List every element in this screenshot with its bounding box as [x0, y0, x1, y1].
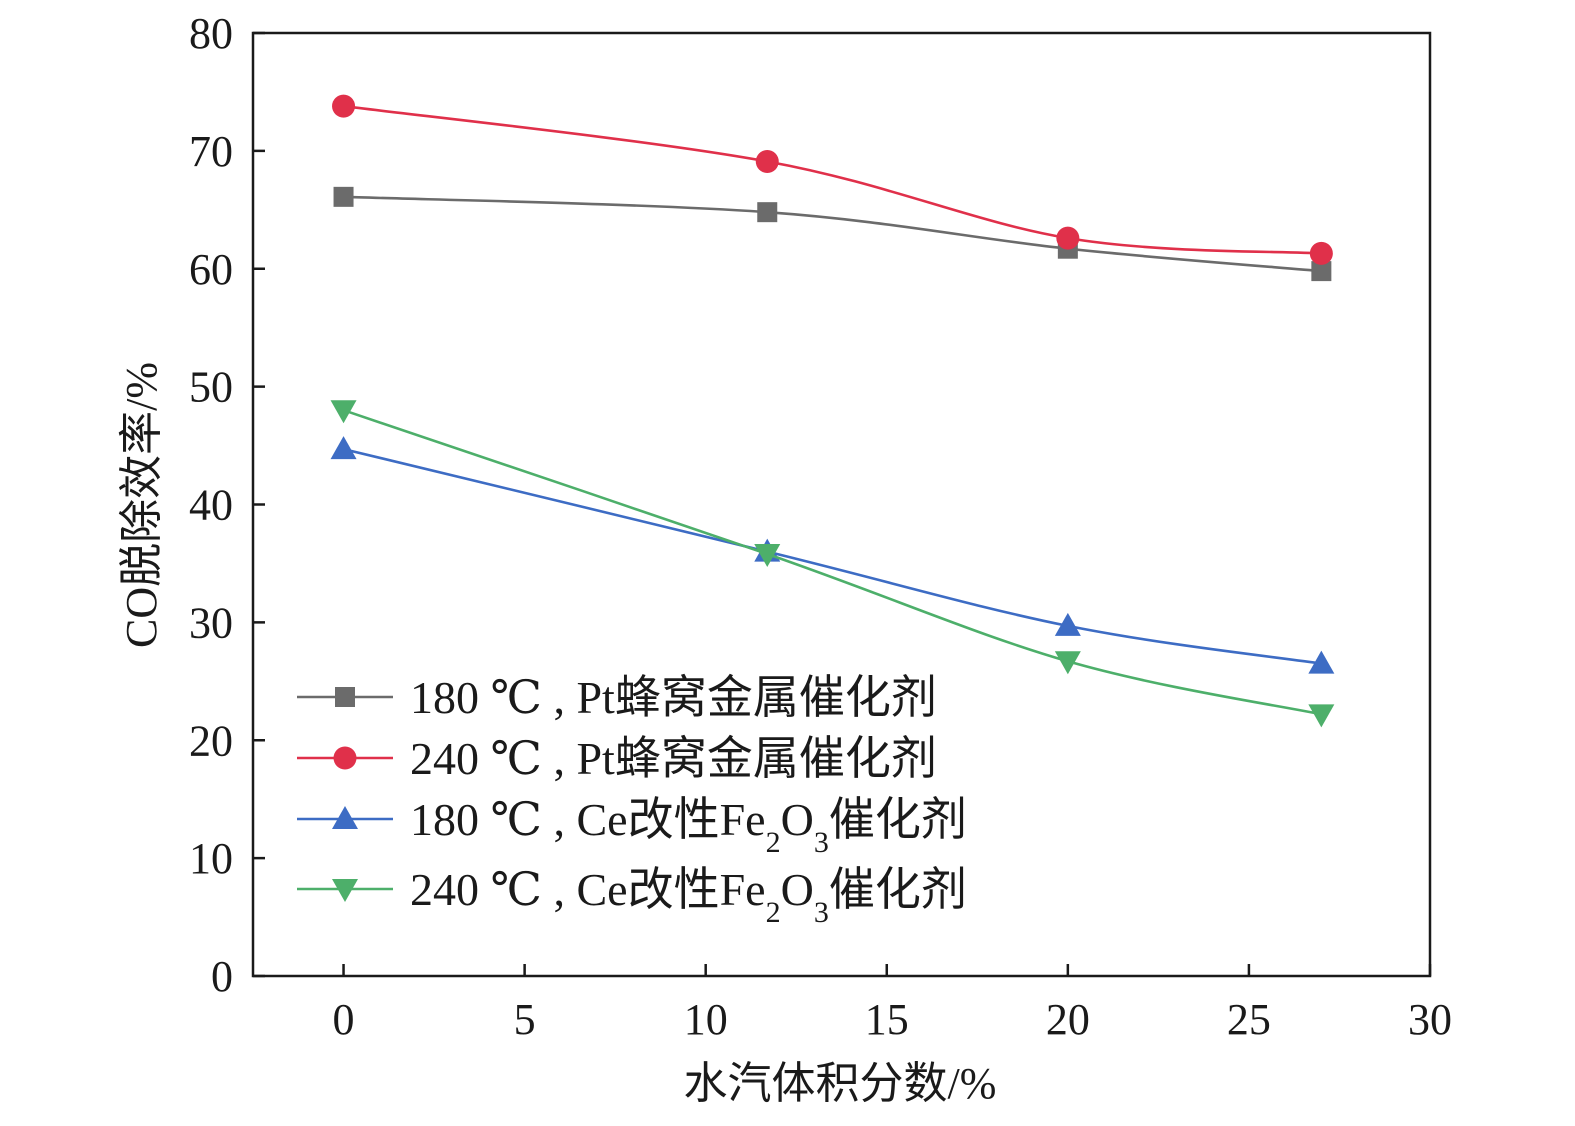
data-point: [1308, 704, 1335, 728]
legend-entry-3: 180 ℃ , Ce改性Fe2O3催化剂: [297, 794, 967, 859]
data-point: [330, 436, 357, 460]
series-2: [332, 94, 1333, 265]
legend-marker: [333, 746, 357, 770]
series-line: [343, 104, 1322, 255]
x-tick-label: 10: [684, 995, 728, 1044]
data-point: [754, 544, 781, 568]
data-point: [1054, 651, 1081, 675]
y-axis-title: CO脱除效率/%: [117, 362, 166, 648]
y-tick-label: 0: [211, 952, 233, 1001]
series-3: [330, 436, 1335, 674]
legend-entry-1: 180 ℃ , Pt蜂窝金属催化剂: [297, 672, 937, 723]
series-line: [343, 195, 1322, 273]
data-point: [1309, 241, 1333, 265]
series-4: [330, 400, 1335, 728]
legend-marker: [332, 806, 358, 829]
axis-ticks: 0 5 10 15 20 25 30 0 10 20 30 40 50 60 70 80: [189, 9, 1452, 1044]
legend-marker: [332, 879, 358, 902]
data-point: [755, 149, 779, 173]
y-tick-label: 10: [189, 834, 233, 883]
legend-entry-2: 240 ℃ , Pt蜂窝金属催化剂: [297, 733, 937, 784]
data-point: [1311, 261, 1332, 282]
y-tick-label: 70: [189, 127, 233, 176]
data-point: [1308, 650, 1335, 674]
legend-entry-4: 240 ℃ , Ce改性Fe2O3催化剂: [297, 864, 967, 929]
data-point: [1056, 226, 1080, 250]
legend: 180 ℃ , Pt蜂窝金属催化剂 240 ℃ , Pt蜂窝金属催化剂 180 ℃ …: [297, 672, 967, 929]
x-tick-label: 25: [1227, 995, 1271, 1044]
data-point: [332, 94, 356, 118]
series-line: [343, 447, 1322, 665]
legend-marker: [335, 687, 355, 707]
data-point: [757, 202, 778, 223]
legend-label: 240 ℃ , Pt蜂窝金属催化剂: [410, 733, 937, 784]
data-point: [333, 186, 354, 207]
y-tick-label: 30: [189, 598, 233, 647]
legend-label: 240 ℃ , Ce改性Fe2O3催化剂: [410, 864, 967, 929]
data-point: [330, 400, 357, 424]
y-tick-label: 40: [189, 481, 233, 530]
x-tick-label: 15: [865, 995, 909, 1044]
series-line: [343, 408, 1322, 716]
x-tick-label: 5: [514, 995, 536, 1044]
legend-label: 180 ℃ , Ce改性Fe2O3催化剂: [410, 794, 967, 859]
data-point: [1054, 612, 1081, 636]
y-tick-label: 20: [189, 716, 233, 765]
series-1: [333, 186, 1332, 282]
y-tick-label: 80: [189, 9, 233, 58]
series-layer: [330, 94, 1335, 728]
y-tick-label: 50: [189, 363, 233, 412]
legend-label: 180 ℃ , Pt蜂窝金属催化剂: [410, 672, 937, 723]
x-tick-label: 0: [333, 995, 355, 1044]
y-tick-label: 60: [189, 245, 233, 294]
x-axis-title: 水汽体积分数/%: [684, 1059, 997, 1108]
x-tick-label: 30: [1408, 995, 1452, 1044]
x-tick-label: 20: [1046, 995, 1090, 1044]
